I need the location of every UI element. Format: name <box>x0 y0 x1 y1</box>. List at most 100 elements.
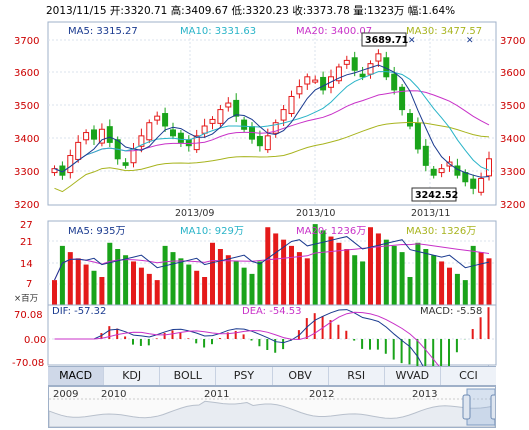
low-callout-box <box>411 187 457 202</box>
range-overview[interactable]: 2009 2010 2011 2012 2013 <box>48 386 496 428</box>
overview-left-handle[interactable] <box>462 394 471 420</box>
candle-body <box>335 66 342 82</box>
vol-axis-27: 27 <box>20 220 33 231</box>
price-panel-frame <box>47 21 497 206</box>
ma30-line <box>54 121 490 193</box>
quote-date: 2013/11/15 <box>46 5 107 17</box>
volume-bar <box>281 239 287 305</box>
tab-psy[interactable]: PSY <box>216 367 273 385</box>
volume-bar <box>83 264 89 305</box>
candle-body <box>470 178 477 189</box>
candle-body <box>375 53 382 62</box>
tab-boll[interactable]: BOLL <box>160 367 217 385</box>
candle-body <box>177 132 184 143</box>
volume-bar <box>368 227 373 305</box>
macd-axis-bottom: -70.08 <box>12 358 44 369</box>
price-axis-left-tick: 3200 <box>14 200 39 211</box>
volume-bar <box>320 230 326 305</box>
volume-bar <box>257 261 263 305</box>
candle-body <box>154 115 161 121</box>
volume-bar <box>383 239 389 305</box>
volume-bar <box>170 252 176 305</box>
volume-bar <box>447 267 452 305</box>
tab-obv[interactable]: OBV <box>273 367 329 385</box>
price-axis-right-tick: 3500 <box>500 101 525 112</box>
volume-bar <box>352 255 358 305</box>
volume-bar <box>289 245 294 305</box>
candle-body <box>83 132 90 141</box>
volume-bar <box>178 258 184 305</box>
price-axis-right-tick: 3300 <box>500 167 525 178</box>
macd-panel-frame <box>47 304 497 366</box>
quote-close: 收:3373.78 <box>292 5 350 17</box>
candle-body <box>201 125 208 134</box>
vol-axis-21: 21 <box>20 237 33 248</box>
tab-rsi[interactable]: RSI <box>329 367 385 385</box>
candle-body <box>75 141 82 160</box>
overview-selection-window[interactable] <box>466 388 495 426</box>
volume-bar <box>391 245 397 305</box>
tab-macd[interactable]: MACD <box>48 367 105 385</box>
low-callout: 3242.52 <box>415 190 458 201</box>
overview-year-2009: 2009 <box>53 389 78 400</box>
volume-bar <box>249 273 255 305</box>
candle-body <box>217 109 224 124</box>
volume-bar <box>52 280 57 305</box>
candle-body <box>407 113 413 127</box>
volume-bar <box>241 267 247 305</box>
volume-bar <box>336 242 342 305</box>
tab-wvad[interactable]: WVAD <box>385 367 441 385</box>
candle-body <box>146 122 153 141</box>
legend-ma30: MA30: 3477.57 <box>406 26 482 37</box>
volume-bar <box>67 252 73 305</box>
price-axis-left-tick: 3600 <box>14 68 39 79</box>
overview-year-2013: 2013 <box>412 389 437 400</box>
vol-axis-14: 14 <box>20 259 33 270</box>
vol-legend-ma10: MA10: 929万 <box>180 226 244 237</box>
overview-canvas: 2009 2010 2011 2012 2013 <box>49 388 495 427</box>
volume-bar <box>296 252 302 305</box>
volume-bar <box>186 264 192 305</box>
candle-body <box>225 102 232 108</box>
overview-area <box>49 400 495 427</box>
tab-kdj[interactable]: KDJ <box>104 367 161 385</box>
candle-body <box>256 135 263 147</box>
volume-bar <box>123 255 129 305</box>
candle-body <box>320 76 327 91</box>
legend-ma20: MA20: 3400.07 <box>296 26 372 37</box>
candle-body <box>138 135 145 147</box>
volume-bar <box>470 245 476 305</box>
candle-body <box>438 168 445 174</box>
volume-bar <box>217 249 223 305</box>
date-label-nov: 2013/11 <box>411 208 450 219</box>
max-marker-icon: ✕ <box>466 36 474 46</box>
macd-axis-top: 70.08 <box>14 310 43 321</box>
candle-body <box>98 128 105 144</box>
candle-body <box>67 155 74 174</box>
macd-legend-dea: DEA: -54.53 <box>242 306 301 317</box>
overview-year-2012: 2012 <box>309 389 334 400</box>
vol-axis-7: 7 <box>26 279 32 290</box>
volume-bar <box>360 261 366 305</box>
price-axis-right-tick: 3600 <box>500 68 525 79</box>
vol-axis-unit: ×百万 <box>14 294 38 304</box>
candle-body <box>209 118 216 124</box>
quote-summary-bar: 2013/11/15 开:3320.71 高:3409.67 低:3320.23… <box>0 0 529 22</box>
price-axis-left-tick: 3500 <box>14 101 39 112</box>
tab-cci[interactable]: CCI <box>459 369 478 382</box>
price-axis-right-tick: 3400 <box>500 134 525 145</box>
volume-bar <box>454 273 460 305</box>
candle-body <box>422 145 429 166</box>
volume-bar <box>225 255 231 305</box>
volume-bar <box>304 258 310 305</box>
volume-bar <box>462 280 468 305</box>
overview-right-handle[interactable] <box>490 394 495 420</box>
date-label-sep: 2013/09 <box>175 208 214 219</box>
candle-body <box>359 73 366 78</box>
candle-body <box>454 165 461 176</box>
candle-body <box>312 79 319 83</box>
candle-body <box>414 122 421 150</box>
vol-legend-ma20: MA20: 1236万 <box>296 226 366 237</box>
candle-body <box>343 59 350 65</box>
